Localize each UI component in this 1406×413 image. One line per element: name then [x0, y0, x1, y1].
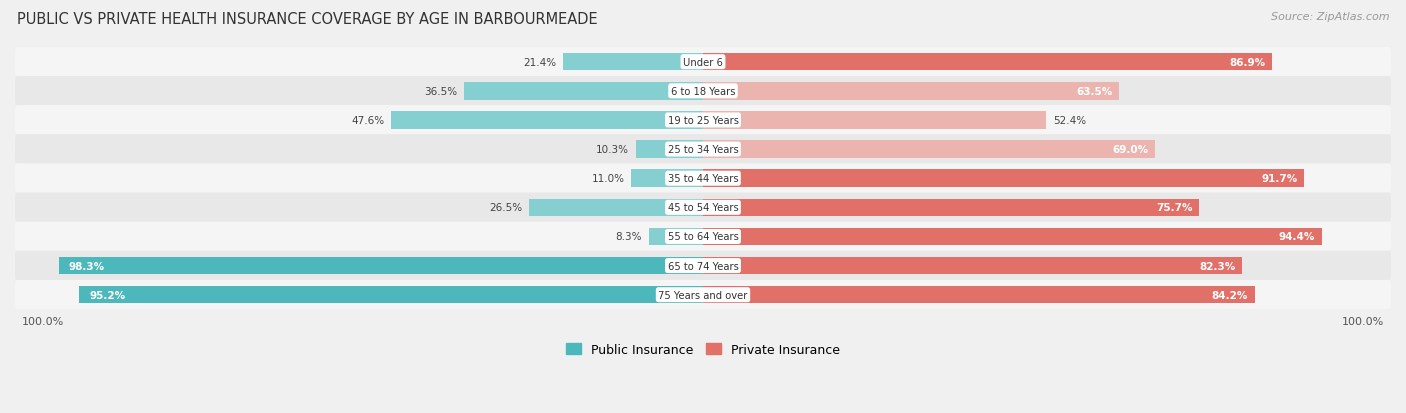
Text: 75 Years and over: 75 Years and over	[658, 290, 748, 300]
FancyBboxPatch shape	[15, 193, 1391, 223]
Text: 100.0%: 100.0%	[1343, 316, 1385, 326]
Text: 82.3%: 82.3%	[1199, 261, 1236, 271]
Text: Source: ZipAtlas.com: Source: ZipAtlas.com	[1271, 12, 1389, 22]
Bar	[703, 83, 1119, 100]
Text: 75.7%: 75.7%	[1156, 203, 1192, 213]
Bar	[59, 257, 703, 275]
Text: 86.9%: 86.9%	[1230, 57, 1265, 67]
Bar	[530, 199, 703, 216]
Bar	[703, 170, 1303, 188]
FancyBboxPatch shape	[15, 280, 1391, 310]
Text: 100.0%: 100.0%	[21, 316, 63, 326]
Bar	[703, 141, 1156, 159]
Bar	[464, 83, 703, 100]
Text: 52.4%: 52.4%	[1053, 116, 1085, 126]
FancyBboxPatch shape	[15, 48, 1391, 77]
Bar	[631, 170, 703, 188]
Text: 19 to 25 Years: 19 to 25 Years	[668, 116, 738, 126]
Text: 8.3%: 8.3%	[616, 232, 643, 242]
Text: Under 6: Under 6	[683, 57, 723, 67]
Text: 95.2%: 95.2%	[89, 290, 125, 300]
Text: 94.4%: 94.4%	[1278, 232, 1315, 242]
Bar	[703, 257, 1243, 275]
FancyBboxPatch shape	[15, 222, 1391, 252]
Bar	[391, 112, 703, 129]
Text: 69.0%: 69.0%	[1112, 145, 1149, 155]
Bar	[703, 112, 1046, 129]
Text: 91.7%: 91.7%	[1261, 174, 1298, 184]
Text: 98.3%: 98.3%	[69, 261, 105, 271]
Bar	[703, 54, 1272, 71]
Text: 25 to 34 Years: 25 to 34 Years	[668, 145, 738, 155]
Bar	[703, 228, 1322, 246]
Bar	[703, 199, 1199, 216]
Bar	[703, 286, 1254, 304]
Text: 26.5%: 26.5%	[489, 203, 523, 213]
Bar	[648, 228, 703, 246]
Bar	[562, 54, 703, 71]
Bar	[636, 141, 703, 159]
FancyBboxPatch shape	[15, 77, 1391, 107]
FancyBboxPatch shape	[15, 135, 1391, 164]
Text: 63.5%: 63.5%	[1076, 87, 1112, 97]
Text: 35 to 44 Years: 35 to 44 Years	[668, 174, 738, 184]
Bar	[79, 286, 703, 304]
Text: 47.6%: 47.6%	[352, 116, 385, 126]
Text: 65 to 74 Years: 65 to 74 Years	[668, 261, 738, 271]
FancyBboxPatch shape	[15, 106, 1391, 135]
Text: 55 to 64 Years: 55 to 64 Years	[668, 232, 738, 242]
Text: 84.2%: 84.2%	[1212, 290, 1249, 300]
FancyBboxPatch shape	[15, 164, 1391, 194]
Text: 10.3%: 10.3%	[596, 145, 628, 155]
Text: 45 to 54 Years: 45 to 54 Years	[668, 203, 738, 213]
Text: 11.0%: 11.0%	[592, 174, 624, 184]
FancyBboxPatch shape	[15, 251, 1391, 281]
Text: PUBLIC VS PRIVATE HEALTH INSURANCE COVERAGE BY AGE IN BARBOURMEADE: PUBLIC VS PRIVATE HEALTH INSURANCE COVER…	[17, 12, 598, 27]
Legend: Public Insurance, Private Insurance: Public Insurance, Private Insurance	[561, 338, 845, 361]
Text: 21.4%: 21.4%	[523, 57, 557, 67]
Text: 36.5%: 36.5%	[425, 87, 457, 97]
Text: 6 to 18 Years: 6 to 18 Years	[671, 87, 735, 97]
